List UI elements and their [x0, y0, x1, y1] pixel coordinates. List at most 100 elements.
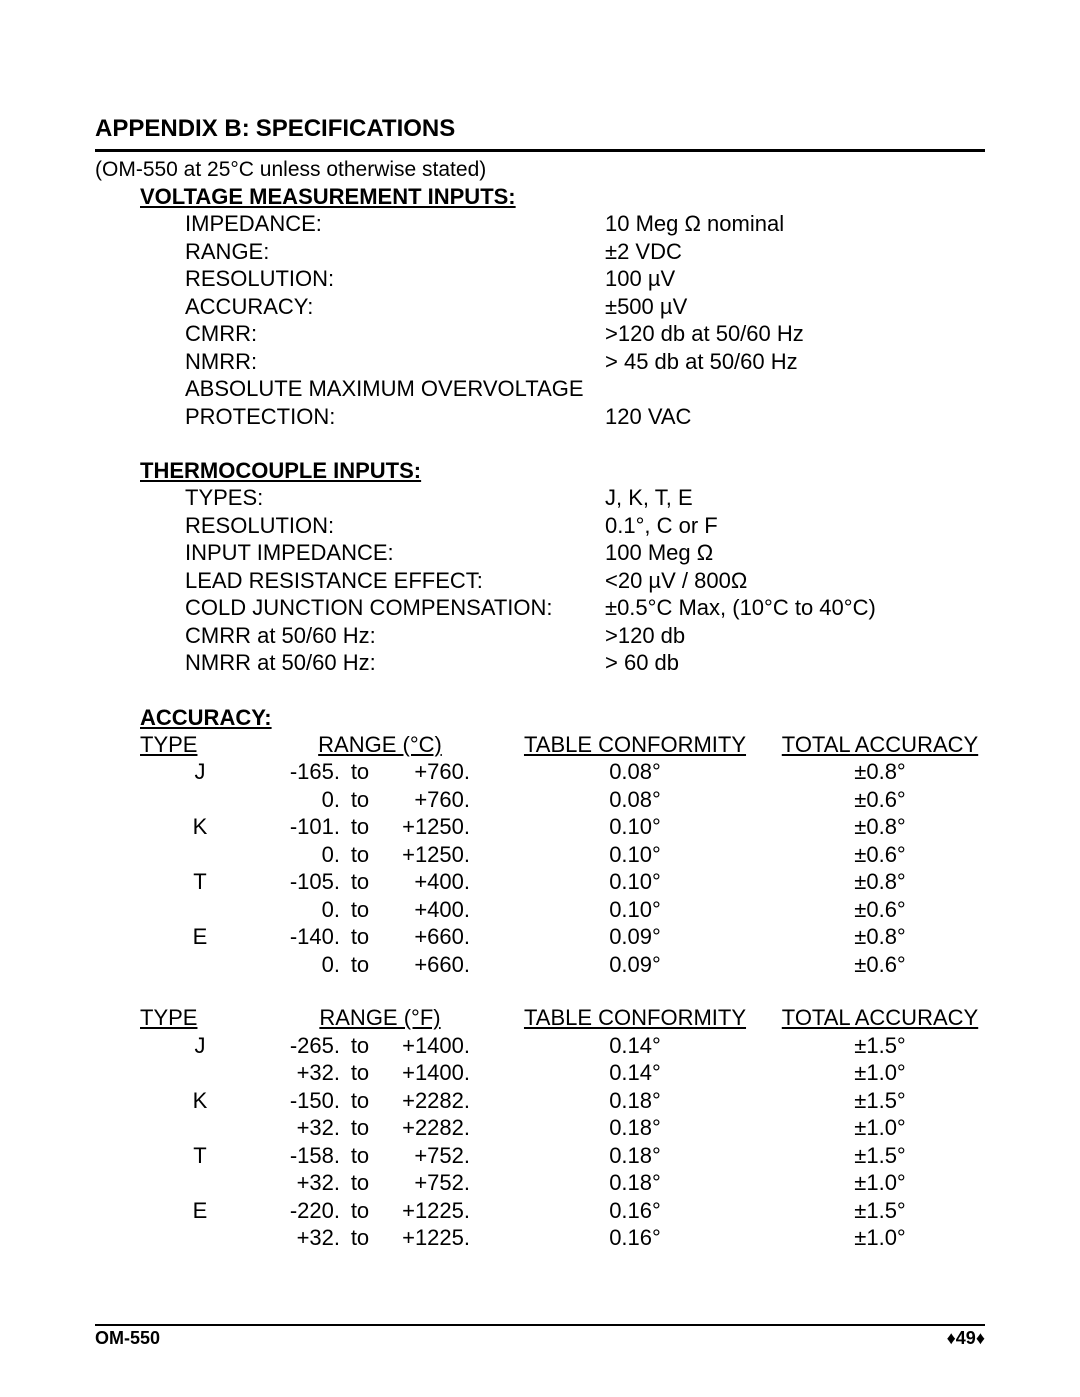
cell-range: -265.to+1400.: [260, 1032, 500, 1060]
thermocouple-spec-row: INPUT IMPEDANCE:100 Meg Ω: [185, 539, 985, 567]
voltage-spec-label: RESOLUTION:: [185, 265, 605, 293]
cell-type: [140, 1224, 260, 1252]
thermocouple-spec-value: <20 µV / 800Ω: [605, 567, 985, 595]
cell-total-accuracy: ±0.8°: [770, 868, 990, 896]
accuracy-row: E-220.to+1225.0.16°±1.5°: [140, 1197, 985, 1225]
conditions-note: (OM-550 at 25°C unless otherwise stated): [95, 158, 985, 182]
thermocouple-spec-value: 100 Meg Ω: [605, 539, 985, 567]
cell-range: -158.to+752.: [260, 1142, 500, 1170]
cell-type: [140, 1114, 260, 1142]
thermocouple-spec-value: ±0.5°C Max, (10°C to 40°C): [605, 594, 985, 622]
thermocouple-spec-label: RESOLUTION:: [185, 512, 605, 540]
cell-range: 0.to+1250.: [260, 841, 500, 869]
range-to: to: [340, 758, 380, 786]
voltage-spec-row: ACCURACY:±500 µV: [185, 293, 985, 321]
voltage-spec-value: ±500 µV: [605, 293, 985, 321]
cell-type: T: [140, 1142, 260, 1170]
range-end: +2282.: [380, 1114, 470, 1142]
accuracy-row: +32.to+2282.0.18°±1.0°: [140, 1114, 985, 1142]
range-from: +32.: [260, 1114, 340, 1142]
accuracy-table-celsius: TYPE RANGE (°C) TABLE CONFORMITY TOTAL A…: [140, 731, 985, 979]
cell-conformity: 0.14°: [500, 1032, 770, 1060]
range-end: +1225.: [380, 1224, 470, 1252]
range-to: to: [340, 1197, 380, 1225]
range-end: +1250.: [380, 813, 470, 841]
range-from: -150.: [260, 1087, 340, 1115]
col-header-range-c: RANGE (°C): [260, 731, 500, 759]
accuracy-header-celsius: TYPE RANGE (°C) TABLE CONFORMITY TOTAL A…: [140, 731, 985, 759]
range-to: to: [340, 1087, 380, 1115]
range-end: +400.: [380, 868, 470, 896]
voltage-spec-label: RANGE:: [185, 238, 605, 266]
heading-title: SPECIFICATIONS: [256, 115, 456, 143]
range-end: +660.: [380, 951, 470, 979]
cell-type: T: [140, 868, 260, 896]
thermocouple-spec-label: COLD JUNCTION COMPENSATION:: [185, 594, 605, 622]
cell-conformity: 0.18°: [500, 1114, 770, 1142]
voltage-spec-label: ABSOLUTE MAXIMUM OVERVOLTAGE: [185, 375, 605, 403]
col-header-total: TOTAL ACCURACY: [770, 731, 990, 759]
heading-prefix: APPENDIX B:: [95, 115, 250, 143]
range-to: to: [340, 923, 380, 951]
range-end: +760.: [380, 758, 470, 786]
cell-total-accuracy: ±1.5°: [770, 1087, 990, 1115]
cell-range: 0.to+760.: [260, 786, 500, 814]
thermocouple-spec-value: >120 db: [605, 622, 985, 650]
cell-total-accuracy: ±1.0°: [770, 1224, 990, 1252]
cell-range: +32.to+1400.: [260, 1059, 500, 1087]
accuracy-row: 0.to+1250.0.10°±0.6°: [140, 841, 985, 869]
cell-type: J: [140, 758, 260, 786]
range-end: +400.: [380, 896, 470, 924]
range-end: +660.: [380, 923, 470, 951]
accuracy-row: J-265.to+1400.0.14°±1.5°: [140, 1032, 985, 1060]
voltage-spec-label: PROTECTION:: [185, 403, 605, 431]
cell-range: +32.to+752.: [260, 1169, 500, 1197]
thermocouple-spec-row: RESOLUTION:0.1°, C or F: [185, 512, 985, 540]
voltage-spec-value: 100 µV: [605, 265, 985, 293]
thermocouple-spec-row: TYPES:J, K, T, E: [185, 484, 985, 512]
thermocouple-specs-block: TYPES:J, K, T, ERESOLUTION:0.1°, C or FI…: [185, 484, 985, 677]
accuracy-row: +32.to+1225.0.16°±1.0°: [140, 1224, 985, 1252]
cell-total-accuracy: ±0.8°: [770, 758, 990, 786]
cell-type: [140, 841, 260, 869]
range-to: to: [340, 1224, 380, 1252]
range-from: +32.: [260, 1169, 340, 1197]
accuracy-table-fahrenheit: TYPE RANGE (°F) TABLE CONFORMITY TOTAL A…: [140, 1004, 985, 1252]
range-to: to: [340, 1142, 380, 1170]
cell-conformity: 0.10°: [500, 841, 770, 869]
cell-conformity: 0.08°: [500, 758, 770, 786]
cell-conformity: 0.16°: [500, 1197, 770, 1225]
accuracy-row: +32.to+1400.0.14°±1.0°: [140, 1059, 985, 1087]
cell-type: E: [140, 1197, 260, 1225]
range-from: -158.: [260, 1142, 340, 1170]
cell-type: K: [140, 1087, 260, 1115]
range-end: +1225.: [380, 1197, 470, 1225]
range-from: -265.: [260, 1032, 340, 1060]
range-from: -165.: [260, 758, 340, 786]
range-end: +2282.: [380, 1087, 470, 1115]
page-footer: OM-550 ♦49♦: [95, 1324, 985, 1349]
range-from: -101.: [260, 813, 340, 841]
cell-type: E: [140, 923, 260, 951]
voltage-spec-value: 10 Meg Ω nominal: [605, 210, 985, 238]
accuracy-section-title: ACCURACY:: [140, 705, 985, 731]
cell-type: [140, 786, 260, 814]
thermocouple-spec-label: LEAD RESISTANCE EFFECT:: [185, 567, 605, 595]
cell-range: +32.to+2282.: [260, 1114, 500, 1142]
range-to: to: [340, 1032, 380, 1060]
range-from: 0.: [260, 896, 340, 924]
range-to: to: [340, 786, 380, 814]
col-header-conformity: TABLE CONFORMITY: [500, 731, 770, 759]
cell-conformity: 0.10°: [500, 868, 770, 896]
heading-rule: [95, 149, 985, 152]
cell-range: -165.to+760.: [260, 758, 500, 786]
cell-conformity: 0.18°: [500, 1169, 770, 1197]
range-to: to: [340, 868, 380, 896]
range-to: to: [340, 951, 380, 979]
cell-total-accuracy: ±1.0°: [770, 1114, 990, 1142]
range-end: +752.: [380, 1142, 470, 1170]
thermocouple-spec-value: 0.1°, C or F: [605, 512, 985, 540]
accuracy-row: T-105.to+400.0.10°±0.8°: [140, 868, 985, 896]
col-header-type: TYPE: [140, 731, 260, 759]
range-from: -220.: [260, 1197, 340, 1225]
